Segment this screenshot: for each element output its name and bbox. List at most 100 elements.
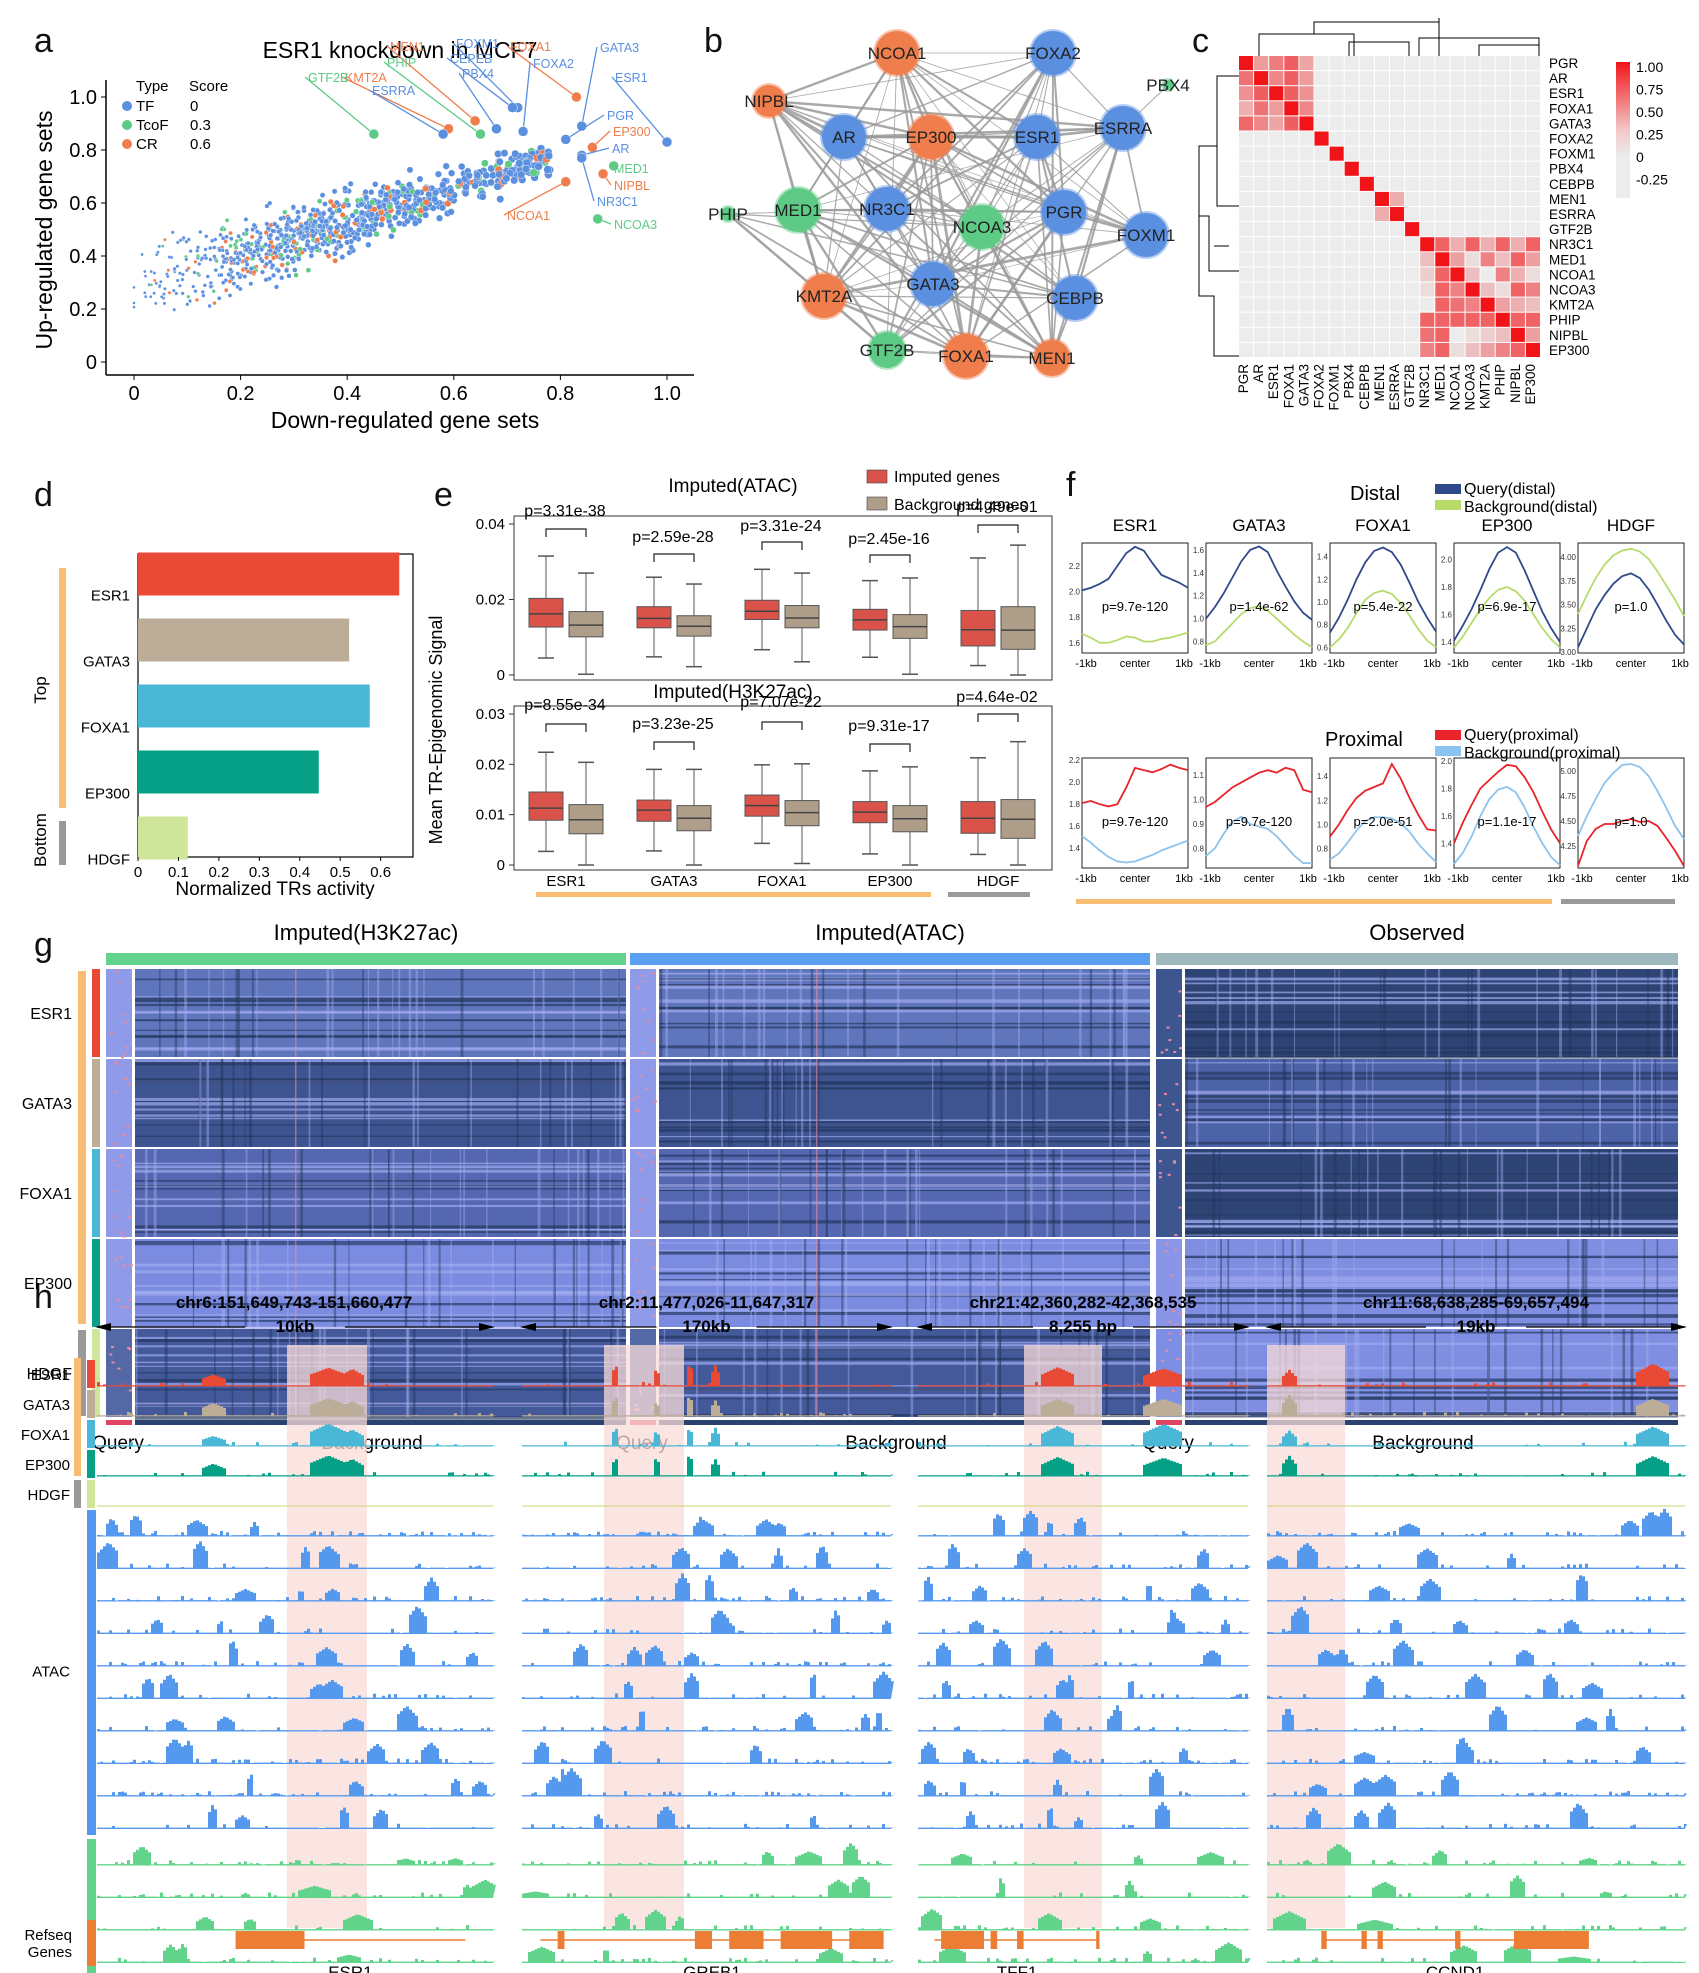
heatmap-cell (1495, 116, 1510, 131)
plot-frame (1081, 542, 1189, 654)
heatmap-col-stripe (237, 969, 241, 1057)
heatmap-cell (1510, 56, 1525, 71)
heatmap-row-stripe (135, 1336, 626, 1340)
y-tick-label: 4.00 (1560, 553, 1576, 562)
data-point (377, 188, 385, 196)
group-bar-top (1076, 899, 1552, 904)
legend-label: Background(distal) (1464, 499, 1597, 516)
data-point (368, 211, 376, 218)
heatmap-col-stripe (931, 1059, 934, 1147)
x-tick-label: 0.4 (289, 864, 310, 881)
row-label: PBX4 (1549, 162, 1584, 177)
data-point (495, 170, 503, 179)
heatmap-cell (1299, 207, 1314, 222)
col-label: PGR (1236, 364, 1251, 394)
data-point (348, 244, 355, 251)
data-point (143, 294, 148, 299)
heatmap-row-stripe (135, 1378, 626, 1383)
heatmap-col-stripe (618, 969, 620, 1057)
significance-bracket (869, 743, 911, 752)
plot-frame (1081, 757, 1189, 869)
y-tick-label: 2.0 (1069, 778, 1081, 787)
heatmap-cell (1405, 267, 1420, 282)
network-edge (930, 135, 1147, 237)
data-point (250, 227, 256, 232)
signal-track (97, 1398, 496, 1416)
heatmap-cell (1254, 56, 1269, 71)
heatmap-hot-cell (123, 1053, 127, 1056)
data-point (212, 245, 217, 250)
heatmap-cell (1405, 71, 1420, 86)
data-point (363, 223, 371, 230)
heatmap-cell (1269, 56, 1284, 71)
data-point (293, 272, 299, 278)
heatmap-col-stripe (404, 1239, 408, 1327)
data-point (297, 246, 303, 252)
heatmap-row-stripe (659, 1162, 1150, 1166)
data-point (153, 301, 158, 306)
data-point (339, 211, 346, 218)
signal-track (97, 1606, 496, 1634)
heatmap-col-stripe (1401, 1149, 1404, 1237)
heatmap-row-stripe (135, 1198, 626, 1201)
x-tick-label: 1kb (1547, 658, 1565, 670)
heatmap-row-stripe (1185, 1214, 1678, 1216)
heatmap-hot-cell (118, 980, 122, 983)
heatmap-cell (1359, 312, 1374, 327)
heatmap-col-stripe (762, 969, 766, 1057)
data-point (274, 235, 280, 242)
background-cells (1185, 1149, 1678, 1237)
data-point (251, 222, 257, 228)
label-leader (611, 76, 668, 143)
data-point (297, 230, 304, 236)
heatmap-cell (1525, 56, 1540, 71)
data-point (174, 291, 179, 296)
heatmap-hot-cell (1178, 1206, 1182, 1209)
left-dendrogram (1198, 75, 1239, 357)
heatmap-col-stripe (1018, 969, 1020, 1057)
data-point (373, 230, 380, 238)
heatmap-row-stripe (659, 1242, 1150, 1244)
heatmap-cell (1359, 267, 1374, 282)
heatmap-col-stripe (957, 1239, 959, 1327)
heatmap-col-stripe (716, 1239, 719, 1327)
data-point (240, 267, 246, 273)
heatmap-col-stripe (1268, 1059, 1270, 1147)
heatmap-cell (1495, 282, 1510, 297)
network-edge (843, 52, 1054, 138)
heatmap-cell (1495, 222, 1510, 237)
heatmap-col-stripe (269, 1329, 273, 1417)
data-point (195, 248, 200, 253)
heatmap-col-stripe (1270, 969, 1274, 1057)
signal-track (97, 1577, 496, 1601)
heatmap-row-stripe (1185, 1115, 1678, 1119)
data-point (462, 183, 470, 191)
data-point (152, 278, 157, 283)
heatmap-row-stripe (1185, 1268, 1678, 1270)
x-tick-label: center (1492, 658, 1523, 670)
heatmap-cell (1525, 237, 1540, 252)
heatmap-col-stripe (786, 969, 789, 1057)
heatmap-col-stripe (249, 1059, 252, 1147)
data-point (148, 294, 153, 299)
data-point (175, 240, 180, 245)
heatmap-cell (1420, 207, 1435, 222)
heatmap-col-stripe (1366, 1059, 1368, 1147)
point-label: KMT2A (345, 71, 387, 85)
heatmap-row-stripe (659, 1308, 1150, 1312)
heatmap-row-stripe (1185, 1276, 1678, 1280)
profile-line (1205, 815, 1312, 865)
data-point (372, 221, 379, 228)
data-point (186, 266, 191, 271)
heatmap-row-stripe (659, 1385, 1150, 1387)
heatmap-col-stripe (568, 1329, 571, 1417)
data-point (214, 258, 219, 264)
data-point (208, 245, 213, 251)
heatmap-cell (1420, 282, 1435, 297)
track-label: FOXA1 (21, 1427, 70, 1444)
heatmap-col-stripe (723, 1239, 726, 1327)
heatmap-cell (1299, 327, 1314, 342)
legend-score: 0 (190, 98, 198, 115)
heatmap-cell (1344, 207, 1359, 222)
panel-label-g: g (34, 926, 53, 964)
